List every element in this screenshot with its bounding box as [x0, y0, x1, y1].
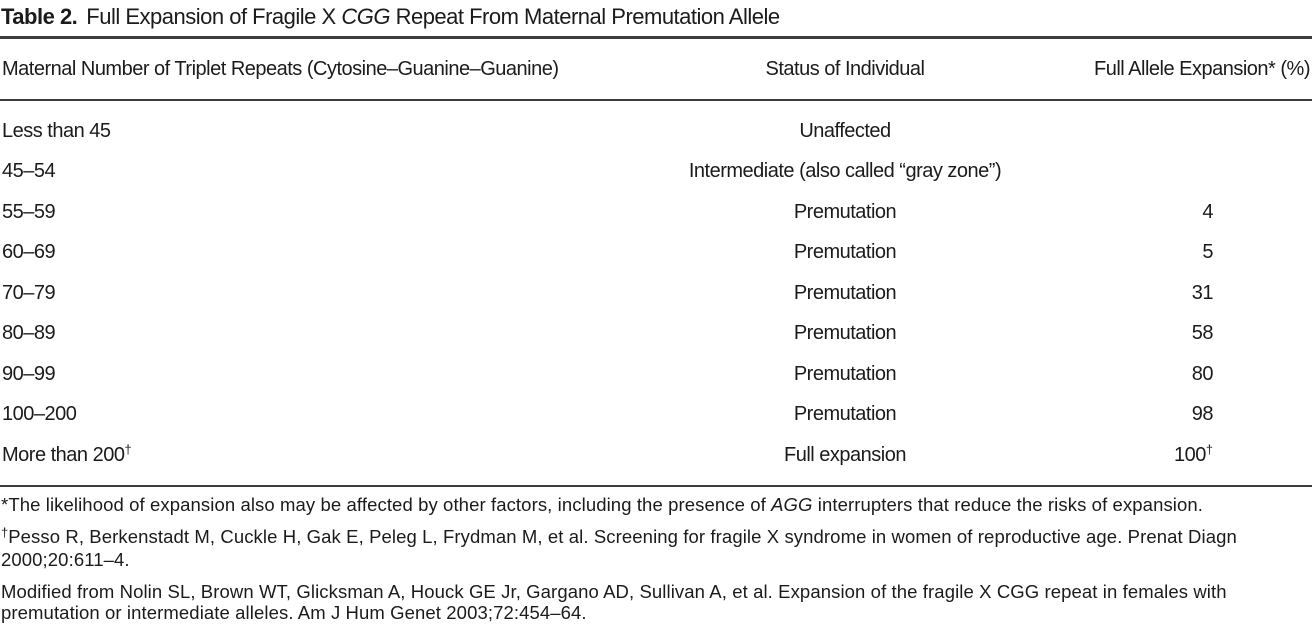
status-cell: Premutation [793, 322, 897, 345]
footnote-text: Modified from Nolin SL, Brown WT, Glicks… [1, 580, 1227, 623]
repeats-cell: 90–99 [2, 362, 56, 385]
expansion-cell: 4 [1202, 200, 1213, 223]
status-cell: Premutation [793, 241, 897, 264]
footnote-dagger: †Pesso R, Berkenstadt M, Cuckle H, Gak E… [1, 525, 1312, 570]
expansion-text: 100 [1174, 443, 1206, 466]
table-number-label: Table 2. [1, 4, 78, 29]
expansion-cell [1030, 100, 1312, 152]
status-cell: Full expansion [784, 443, 906, 466]
dagger-superscript: † [1205, 442, 1213, 458]
table-row: 100–200 Premutation 98 [0, 395, 1312, 436]
expansion-cell: 58 [1191, 322, 1214, 345]
top-rule [0, 36, 1312, 39]
header-row: Maternal Number of Triplet Repeats (Cyto… [0, 39, 1312, 101]
repeats-cell: 45–54 [2, 160, 56, 183]
status-cell: Unaffected [799, 119, 891, 142]
article-table-figure: Table 2. Full Expansion of Fragile X CGG … [0, 0, 1312, 623]
status-cell: Premutation [793, 200, 897, 223]
footnote-text-end: interrupters that reduce the risks of ex… [812, 493, 1204, 515]
status-cell: Intermediate (also called “gray zone”) [688, 160, 1002, 183]
footnote-text: Pesso R, Berkenstadt M, Cuckle H, Gak E,… [1, 525, 1237, 570]
table-header: Maternal Number of Triplet Repeats (Cyto… [0, 39, 1312, 101]
table-row: 90–99 Premutation 80 [0, 354, 1312, 395]
table-row: 80–89 Premutation 58 [0, 314, 1312, 355]
dagger-superscript: † [124, 442, 132, 458]
footnote-asterisk: *The likelihood of expansion also may be… [1, 494, 1312, 515]
table-title: Table 2. Full Expansion of Fragile X CGG … [0, 0, 1312, 36]
expansion-cell: 100† [1030, 435, 1312, 476]
footnote-gene-italic: AGG [771, 493, 813, 515]
table-title-text: Full Expansion of Fragile X [86, 4, 342, 29]
table-body: Less than 45 Unaffected 45–54 Intermedia… [0, 100, 1312, 476]
repeats-cell: 60–69 [2, 241, 56, 264]
table-row: More than 200† Full expansion 100† [0, 435, 1312, 476]
footnote-source: Modified from Nolin SL, Brown WT, Glicks… [1, 581, 1312, 623]
expansion-cell: 31 [1191, 281, 1214, 304]
table-footnotes: *The likelihood of expansion also may be… [0, 494, 1312, 623]
data-table: Maternal Number of Triplet Repeats (Cyto… [0, 39, 1312, 476]
table-row: Less than 45 Unaffected [0, 100, 1312, 152]
footnote-marker: * [1, 493, 9, 515]
repeats-cell: 70–79 [2, 281, 56, 304]
column-header-status: Status of Individual [660, 39, 1030, 101]
expansion-cell: 5 [1202, 241, 1213, 264]
repeats-text: More than 200 [2, 443, 125, 466]
table-row: 45–54 Intermediate (also called “gray zo… [0, 152, 1312, 193]
repeats-cell: 80–89 [2, 322, 56, 345]
repeats-cell: Less than 45 [2, 119, 111, 142]
status-cell: Premutation [793, 362, 897, 385]
bottom-rule [0, 484, 1312, 487]
table-title-text-end: Repeat From Maternal Premutation Allele [389, 4, 781, 29]
repeats-cell: More than 200† [0, 435, 660, 476]
expansion-cell: 80 [1191, 362, 1214, 385]
repeats-cell: 100–200 [2, 403, 77, 426]
status-cell: Premutation [793, 403, 897, 426]
expansion-cell: 98 [1191, 403, 1214, 426]
status-cell: Premutation [793, 281, 897, 304]
column-header-repeats: Maternal Number of Triplet Repeats (Cyto… [0, 39, 660, 101]
table-row: 70–79 Premutation 31 [0, 273, 1312, 314]
column-header-expansion: Full Allele Expansion* (%) [1030, 39, 1312, 101]
expansion-cell [1030, 152, 1312, 193]
repeats-cell: 55–59 [2, 200, 56, 223]
table-row: 60–69 Premutation 5 [0, 233, 1312, 274]
footnote-marker: † [1, 525, 9, 541]
table-title-gene-italic: CGG [341, 4, 390, 29]
footnote-text: The likelihood of expansion also may be … [8, 493, 772, 515]
table-row: 55–59 Premutation 4 [0, 192, 1312, 233]
